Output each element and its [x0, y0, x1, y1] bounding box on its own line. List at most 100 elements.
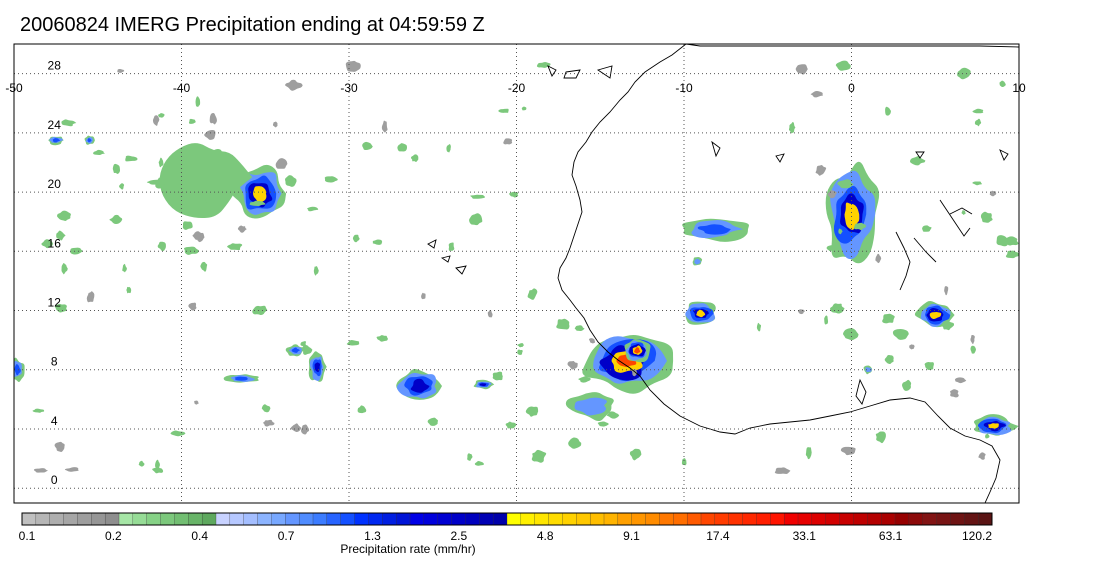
light-shower-speck — [152, 115, 160, 126]
light-shower-speck — [249, 200, 266, 207]
light-shower-speck — [875, 253, 882, 264]
colorbar-swatch — [894, 512, 910, 526]
light-shower-speck — [985, 433, 990, 439]
colorbar-swatch — [409, 512, 425, 526]
colorbar-swatch — [922, 512, 938, 526]
colorbar-tick-label: 33.1 — [793, 529, 817, 543]
light-shower-speck — [427, 417, 439, 426]
colorbar-tick-label: 2.5 — [450, 529, 467, 543]
colorbar-swatch — [756, 512, 771, 526]
light-shower-speck — [285, 79, 303, 91]
colorbar-swatch — [215, 512, 231, 526]
light-shower-speck — [574, 325, 585, 331]
light-shower-speck — [525, 406, 539, 417]
light-shower-speck — [941, 320, 954, 331]
light-shower-speck — [517, 343, 525, 348]
light-shower-speck — [950, 389, 959, 398]
colorbar-swatch — [479, 512, 494, 526]
light-shower-speck — [492, 371, 503, 381]
light-shower-speck — [972, 108, 984, 114]
colorbar-swatch — [160, 512, 175, 526]
colorbar-tick-label: 63.1 — [879, 529, 903, 543]
light-shower-speck — [346, 340, 360, 346]
lat-tick-label: 0 — [51, 473, 58, 487]
colorbar-swatch — [395, 512, 411, 526]
colorbar-swatch — [423, 512, 439, 526]
inland-water-9 — [915, 151, 925, 159]
colorbar-swatch — [797, 512, 813, 526]
inland-water-4 — [427, 239, 437, 249]
precipitation-layer — [14, 60, 1019, 474]
light-shower-speck — [972, 181, 983, 186]
light-shower-speck — [275, 158, 288, 169]
light-shower-speck — [252, 305, 268, 315]
map-title: 20060824 IMERG Precipitation ending at 0… — [20, 14, 485, 36]
light-shower-speck — [126, 286, 132, 294]
light-shower-speck — [536, 61, 551, 68]
river-niger — [895, 231, 937, 291]
lat-tick-label: 8 — [51, 355, 58, 369]
colorbar-swatch — [91, 512, 106, 526]
light-shower-speck — [830, 303, 845, 314]
colorbar-swatch — [340, 512, 356, 526]
light-shower-speck — [284, 175, 297, 187]
colorbar-swatch — [783, 512, 799, 526]
light-shower-speck — [448, 242, 455, 251]
colorbar-swatch — [534, 512, 550, 526]
light-shower-speck — [606, 411, 620, 419]
light-shower-speck — [835, 60, 851, 71]
light-shower-speck — [505, 421, 517, 429]
colorbar-swatch — [548, 512, 563, 526]
lat-tick-label: 4 — [51, 414, 58, 428]
light-shower-speck — [93, 149, 105, 156]
light-shower-speck — [61, 119, 77, 127]
light-shower-speck — [152, 467, 164, 474]
light-shower-speck — [446, 144, 451, 153]
inland-water-5 — [440, 255, 451, 263]
inland-water-3 — [596, 65, 613, 79]
light-shower-speck — [33, 468, 48, 473]
colorbar-swatch — [770, 512, 785, 526]
light-shower-speck — [853, 222, 867, 231]
precip-cell-7-level-2 — [574, 397, 607, 416]
colorbar-swatch — [229, 512, 245, 526]
light-shower-speck — [376, 335, 388, 342]
colorbar-swatch — [312, 512, 328, 526]
colorbar-swatch — [742, 512, 757, 526]
light-shower-speck — [910, 155, 926, 166]
precip-cell-6-level-6 — [634, 347, 641, 354]
light-shower-speck — [196, 232, 205, 243]
colorbar-swatch — [867, 512, 882, 526]
light-shower-speck — [313, 266, 319, 276]
light-shower-speck — [469, 213, 483, 226]
light-shower-speck — [61, 263, 68, 275]
colorbar-swatch — [603, 512, 619, 526]
precip-cell-10-level-4 — [479, 383, 487, 387]
light-shower-speck — [957, 67, 971, 80]
light-shower-speck — [158, 157, 164, 168]
light-shower-speck — [824, 315, 829, 325]
light-shower-speck — [944, 286, 949, 296]
precip-cell-14-level-5 — [988, 423, 999, 429]
light-shower-speck — [837, 179, 854, 189]
light-shower-speck — [838, 228, 843, 235]
precip-cell-16-level-3 — [52, 138, 61, 143]
colorbar-swatch — [35, 512, 51, 526]
light-shower-speck — [588, 338, 596, 344]
light-shower-speck — [474, 460, 484, 466]
light-shower-speck — [57, 210, 71, 221]
lon-tick-label: -10 — [675, 81, 693, 95]
colorbar-swatch — [714, 512, 730, 526]
light-shower-speck — [774, 467, 791, 474]
light-shower-speck — [122, 263, 127, 273]
light-shower-speck — [568, 437, 582, 449]
colorbar-swatch — [950, 512, 965, 526]
light-shower-speck — [261, 404, 271, 413]
light-shower-speck — [204, 130, 216, 140]
lat-tick-label: 16 — [48, 236, 62, 250]
colorbar-swatch — [645, 512, 660, 526]
light-shower-speck — [158, 113, 165, 118]
colorbar-swatch — [326, 512, 342, 526]
light-shower-speck — [681, 458, 687, 466]
light-shower-speck — [556, 318, 570, 330]
